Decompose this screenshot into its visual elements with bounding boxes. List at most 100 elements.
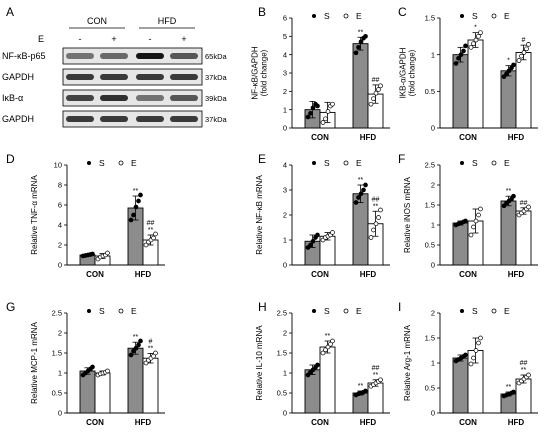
bar-s (500, 70, 517, 129)
significance-mark: ** (358, 383, 364, 390)
legend-label-e: E (504, 158, 510, 168)
significance-mark: ## (372, 365, 380, 372)
significance-mark: ## (520, 360, 528, 367)
y-tick-label: 4 (283, 50, 287, 59)
y-tick-label: 1.5 (425, 14, 435, 23)
data-point (526, 42, 531, 47)
bar-s (452, 222, 469, 266)
y-tick-label: 2 (431, 309, 435, 318)
blot-band (170, 53, 198, 59)
western-blot-panel: A CON HFD E - + - + NF-κB-p65 65kDa GAPDH 3… (2, 5, 228, 128)
legend-label-e: E (504, 306, 510, 316)
treatment-sign: - (149, 34, 152, 44)
data-point (138, 338, 143, 344)
y-tick-label: 1.5 (52, 349, 62, 358)
bar-e (515, 52, 532, 129)
legend-label-s: S (99, 306, 105, 316)
legend-marker-e (118, 160, 124, 166)
data-point (353, 50, 359, 56)
x-category-label: HFD (360, 270, 377, 279)
data-point (504, 71, 509, 77)
data-point (310, 238, 316, 244)
blot-row: GAPDH 37kDa (2, 110, 228, 128)
legend-label-s: S (472, 11, 478, 21)
data-point (501, 74, 507, 80)
y-tick-label: 2 (58, 241, 62, 250)
y-axis-label: Relative IL-10 mRNA (255, 325, 264, 401)
data-point (325, 109, 331, 114)
data-point (371, 227, 376, 233)
legend-label-s: S (324, 306, 330, 316)
x-category-label: HFD (135, 270, 152, 279)
legend-marker-s (87, 161, 91, 165)
significance-mark: ** (506, 188, 512, 195)
data-point (90, 251, 95, 257)
data-point (476, 33, 481, 39)
data-point (151, 235, 156, 241)
data-point (476, 340, 481, 346)
y-tick-label: 0 (58, 409, 62, 418)
y-tick-label: 1 (431, 221, 435, 230)
data-point (473, 37, 479, 43)
blot-band (100, 95, 128, 101)
blot-band (136, 74, 164, 80)
y-tick-label: 2.5 (277, 309, 287, 318)
legend-marker-s (460, 14, 464, 18)
legend-label-e: E (356, 158, 362, 168)
y-tick-label: 2.5 (425, 161, 435, 170)
y-tick-label: 3 (283, 186, 287, 195)
blot-row-label: GAPDH (2, 114, 34, 124)
significance-mark: # (149, 338, 153, 345)
panel-letter: A (6, 5, 14, 19)
y-axis-label: Relative iNOS mRNA (403, 176, 412, 253)
significance-mark: ** (506, 384, 512, 391)
data-point (368, 235, 374, 240)
legend-label-s: S (324, 11, 330, 21)
y-tick-label: 2 (283, 87, 287, 96)
blot-kda-label: 39kDa (205, 94, 228, 103)
bar-e (515, 210, 532, 266)
blot-row-label: NF-κB-p65 (2, 51, 46, 61)
data-point (153, 350, 158, 356)
data-point (463, 352, 468, 358)
data-point (361, 187, 366, 193)
y-tick-label: 1.5 (425, 201, 435, 210)
data-point (378, 83, 383, 89)
y-axis-label: (fold change) (260, 49, 269, 96)
x-category-label: HFD (360, 133, 377, 142)
legend-marker-e (343, 308, 349, 314)
blot-row: GAPDH 37kDa (2, 68, 228, 86)
legend-marker-e (343, 13, 349, 19)
data-point (363, 388, 368, 394)
legend-label-e: E (131, 158, 137, 168)
data-point (524, 46, 529, 52)
legend-marker-e (491, 13, 497, 19)
group-label-hfd: HFD (158, 16, 177, 26)
significance-mark: ** (358, 29, 364, 36)
data-point (133, 345, 139, 351)
data-point (128, 352, 134, 358)
blot-strip (62, 47, 203, 65)
data-point (315, 103, 320, 109)
data-point (521, 50, 527, 55)
data-point (516, 58, 522, 63)
y-tick-label: 4 (58, 221, 62, 230)
data-point (315, 362, 320, 368)
y-tick-label: 1 (283, 369, 287, 378)
x-category-label: CON (86, 418, 104, 427)
data-point (136, 198, 141, 204)
blot-band (100, 53, 128, 59)
y-tick-label: 0 (431, 124, 435, 133)
blot-band (66, 116, 94, 122)
blot-row: IκB-α 39kDa (2, 89, 228, 107)
treatment-label: E (38, 34, 44, 44)
blot-row: NF-κB-p65 65kDa (2, 47, 228, 65)
y-axis-label: Relative Arg-1 mRNA (403, 324, 412, 401)
significance-mark: ** (373, 372, 379, 379)
legend-marker-s (460, 309, 464, 313)
data-point (461, 48, 466, 54)
panel-letter: D (6, 152, 15, 166)
data-point (473, 218, 479, 224)
data-point (478, 335, 483, 341)
bar-s (352, 43, 369, 129)
